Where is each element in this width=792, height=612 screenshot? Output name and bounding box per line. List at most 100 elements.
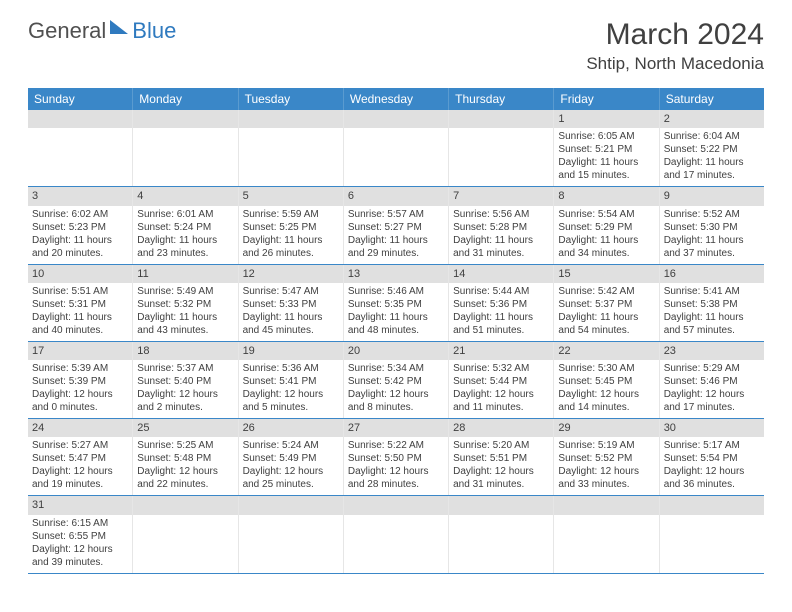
sunset-text: Sunset: 5:36 PM	[453, 298, 549, 311]
sunset-text: Sunset: 5:33 PM	[243, 298, 339, 311]
day-cell: 25Sunrise: 5:25 AMSunset: 5:48 PMDayligh…	[133, 419, 238, 495]
sunrise-text: Sunrise: 6:04 AM	[664, 130, 760, 143]
day-number: 18	[133, 342, 237, 360]
weekday-header-row: SundayMondayTuesdayWednesdayThursdayFrid…	[28, 88, 764, 110]
day-number	[554, 496, 658, 514]
weekday-header: Thursday	[449, 88, 554, 110]
weekday-header: Tuesday	[239, 88, 344, 110]
day-cell: 17Sunrise: 5:39 AMSunset: 5:39 PMDayligh…	[28, 342, 133, 418]
day-cell: 28Sunrise: 5:20 AMSunset: 5:51 PMDayligh…	[449, 419, 554, 495]
day-body: Sunrise: 5:32 AMSunset: 5:44 PMDaylight:…	[449, 360, 553, 418]
logo: General Blue	[28, 18, 176, 44]
sunset-text: Sunset: 6:55 PM	[32, 530, 128, 543]
sunrise-text: Sunrise: 5:36 AM	[243, 362, 339, 375]
day-cell	[133, 110, 238, 186]
sunset-text: Sunset: 5:29 PM	[558, 221, 654, 234]
sunrise-text: Sunrise: 5:42 AM	[558, 285, 654, 298]
day-cell: 12Sunrise: 5:47 AMSunset: 5:33 PMDayligh…	[239, 265, 344, 341]
day-body: Sunrise: 5:25 AMSunset: 5:48 PMDaylight:…	[133, 437, 237, 495]
day-number: 19	[239, 342, 343, 360]
day-cell	[554, 496, 659, 572]
week-row: 31Sunrise: 6:15 AMSunset: 6:55 PMDayligh…	[28, 496, 764, 573]
sunset-text: Sunset: 5:41 PM	[243, 375, 339, 388]
sunset-text: Sunset: 5:51 PM	[453, 452, 549, 465]
daylight-text: Daylight: 12 hours and 39 minutes.	[32, 543, 128, 569]
daylight-text: Daylight: 12 hours and 33 minutes.	[558, 465, 654, 491]
daylight-text: Daylight: 11 hours and 40 minutes.	[32, 311, 128, 337]
sunrise-text: Sunrise: 5:32 AM	[453, 362, 549, 375]
sail-icon	[110, 20, 128, 34]
sunrise-text: Sunrise: 5:25 AM	[137, 439, 233, 452]
day-body: Sunrise: 5:57 AMSunset: 5:27 PMDaylight:…	[344, 206, 448, 264]
calendar: SundayMondayTuesdayWednesdayThursdayFrid…	[28, 88, 764, 574]
day-number: 10	[28, 265, 132, 283]
day-body: Sunrise: 6:01 AMSunset: 5:24 PMDaylight:…	[133, 206, 237, 264]
sunrise-text: Sunrise: 5:39 AM	[32, 362, 128, 375]
sunrise-text: Sunrise: 5:49 AM	[137, 285, 233, 298]
sunset-text: Sunset: 5:47 PM	[32, 452, 128, 465]
sunset-text: Sunset: 5:23 PM	[32, 221, 128, 234]
day-body: Sunrise: 5:54 AMSunset: 5:29 PMDaylight:…	[554, 206, 658, 264]
day-body: Sunrise: 5:27 AMSunset: 5:47 PMDaylight:…	[28, 437, 132, 495]
sunrise-text: Sunrise: 6:02 AM	[32, 208, 128, 221]
day-body: Sunrise: 5:44 AMSunset: 5:36 PMDaylight:…	[449, 283, 553, 341]
day-number	[133, 110, 237, 128]
daylight-text: Daylight: 11 hours and 23 minutes.	[137, 234, 233, 260]
sunrise-text: Sunrise: 5:56 AM	[453, 208, 549, 221]
sunset-text: Sunset: 5:48 PM	[137, 452, 233, 465]
sunrise-text: Sunrise: 5:57 AM	[348, 208, 444, 221]
day-number: 22	[554, 342, 658, 360]
sunrise-text: Sunrise: 5:34 AM	[348, 362, 444, 375]
sunrise-text: Sunrise: 5:47 AM	[243, 285, 339, 298]
day-number: 24	[28, 419, 132, 437]
sunrise-text: Sunrise: 5:29 AM	[664, 362, 760, 375]
day-cell: 21Sunrise: 5:32 AMSunset: 5:44 PMDayligh…	[449, 342, 554, 418]
day-number: 26	[239, 419, 343, 437]
day-cell	[449, 110, 554, 186]
day-number: 9	[660, 187, 764, 205]
day-cell: 23Sunrise: 5:29 AMSunset: 5:46 PMDayligh…	[660, 342, 764, 418]
day-number: 16	[660, 265, 764, 283]
day-body: Sunrise: 5:29 AMSunset: 5:46 PMDaylight:…	[660, 360, 764, 418]
day-cell	[660, 496, 764, 572]
day-number	[344, 496, 448, 514]
sunrise-text: Sunrise: 5:46 AM	[348, 285, 444, 298]
daylight-text: Daylight: 11 hours and 29 minutes.	[348, 234, 444, 260]
sunset-text: Sunset: 5:49 PM	[243, 452, 339, 465]
weekday-header: Sunday	[28, 88, 133, 110]
daylight-text: Daylight: 12 hours and 2 minutes.	[137, 388, 233, 414]
weekday-header: Monday	[133, 88, 238, 110]
day-cell: 7Sunrise: 5:56 AMSunset: 5:28 PMDaylight…	[449, 187, 554, 263]
day-number: 27	[344, 419, 448, 437]
day-cell	[344, 496, 449, 572]
day-number: 21	[449, 342, 553, 360]
day-body: Sunrise: 5:37 AMSunset: 5:40 PMDaylight:…	[133, 360, 237, 418]
week-row: 1Sunrise: 6:05 AMSunset: 5:21 PMDaylight…	[28, 110, 764, 187]
daylight-text: Daylight: 12 hours and 14 minutes.	[558, 388, 654, 414]
daylight-text: Daylight: 11 hours and 20 minutes.	[32, 234, 128, 260]
day-number: 3	[28, 187, 132, 205]
day-cell: 6Sunrise: 5:57 AMSunset: 5:27 PMDaylight…	[344, 187, 449, 263]
day-number	[344, 110, 448, 128]
sunrise-text: Sunrise: 5:44 AM	[453, 285, 549, 298]
day-cell: 24Sunrise: 5:27 AMSunset: 5:47 PMDayligh…	[28, 419, 133, 495]
day-number: 20	[344, 342, 448, 360]
day-cell: 13Sunrise: 5:46 AMSunset: 5:35 PMDayligh…	[344, 265, 449, 341]
day-cell: 15Sunrise: 5:42 AMSunset: 5:37 PMDayligh…	[554, 265, 659, 341]
day-cell	[28, 110, 133, 186]
sunset-text: Sunset: 5:54 PM	[664, 452, 760, 465]
day-number: 12	[239, 265, 343, 283]
day-body: Sunrise: 5:24 AMSunset: 5:49 PMDaylight:…	[239, 437, 343, 495]
sunset-text: Sunset: 5:27 PM	[348, 221, 444, 234]
day-body: Sunrise: 5:59 AMSunset: 5:25 PMDaylight:…	[239, 206, 343, 264]
week-row: 24Sunrise: 5:27 AMSunset: 5:47 PMDayligh…	[28, 419, 764, 496]
logo-text-part1: General	[28, 18, 106, 44]
daylight-text: Daylight: 11 hours and 26 minutes.	[243, 234, 339, 260]
day-cell: 31Sunrise: 6:15 AMSunset: 6:55 PMDayligh…	[28, 496, 133, 572]
sunset-text: Sunset: 5:21 PM	[558, 143, 654, 156]
sunset-text: Sunset: 5:45 PM	[558, 375, 654, 388]
header: General Blue March 2024 Shtip, North Mac…	[0, 0, 792, 82]
day-number: 13	[344, 265, 448, 283]
day-cell: 2Sunrise: 6:04 AMSunset: 5:22 PMDaylight…	[660, 110, 764, 186]
daylight-text: Daylight: 12 hours and 19 minutes.	[32, 465, 128, 491]
